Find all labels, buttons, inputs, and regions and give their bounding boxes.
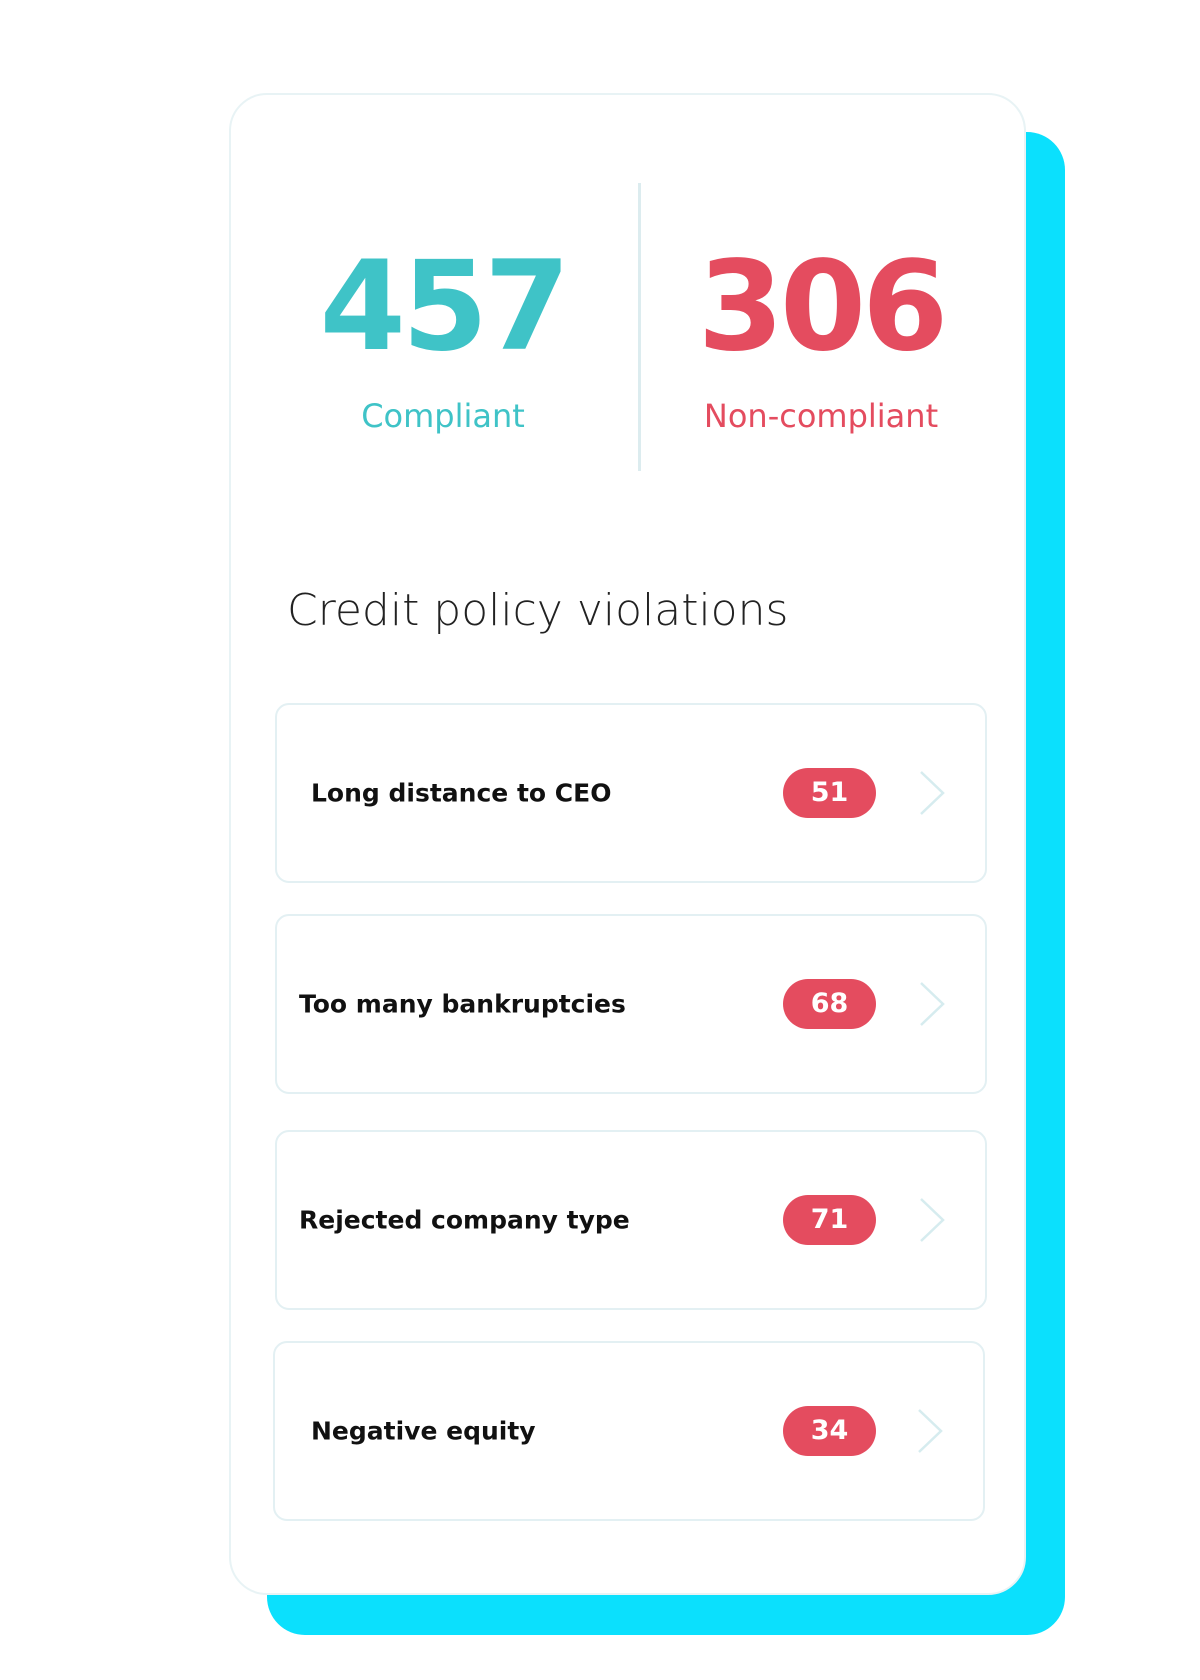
compliance-card: 457 Compliant 306 Non-compliant Credit p… (229, 93, 1026, 1595)
non-compliant-stat: 306 Non-compliant (661, 245, 981, 435)
non-compliant-label: Non-compliant (703, 397, 939, 435)
violation-count-badge: 51 (783, 768, 876, 818)
violation-label: Rejected company type (299, 1205, 630, 1235)
violation-label: Negative equity (311, 1416, 536, 1446)
compliant-stat: 457 Compliant (283, 245, 603, 435)
violation-row[interactable]: Long distance to CEO 51 (275, 703, 987, 883)
violation-row[interactable]: Negative equity 34 (273, 1341, 985, 1521)
chevron-right-icon (920, 982, 945, 1026)
violation-label: Too many bankruptcies (299, 989, 626, 1019)
violation-row[interactable]: Too many bankruptcies 68 (275, 914, 987, 1094)
section-title: Credit policy violations (287, 585, 789, 636)
violation-count-badge: 71 (783, 1195, 876, 1245)
chevron-right-icon (918, 1409, 943, 1453)
violation-count-badge: 68 (783, 979, 876, 1029)
violation-row[interactable]: Rejected company type 71 (275, 1130, 987, 1310)
compliant-count: 457 (319, 235, 571, 379)
non-compliant-count: 306 (697, 235, 949, 379)
stat-divider (638, 183, 641, 471)
chevron-right-icon (920, 1198, 945, 1242)
violation-label: Long distance to CEO (311, 778, 612, 808)
violation-count-badge: 34 (783, 1406, 876, 1456)
compliant-label: Compliant (361, 397, 525, 435)
chevron-right-icon (920, 771, 945, 815)
